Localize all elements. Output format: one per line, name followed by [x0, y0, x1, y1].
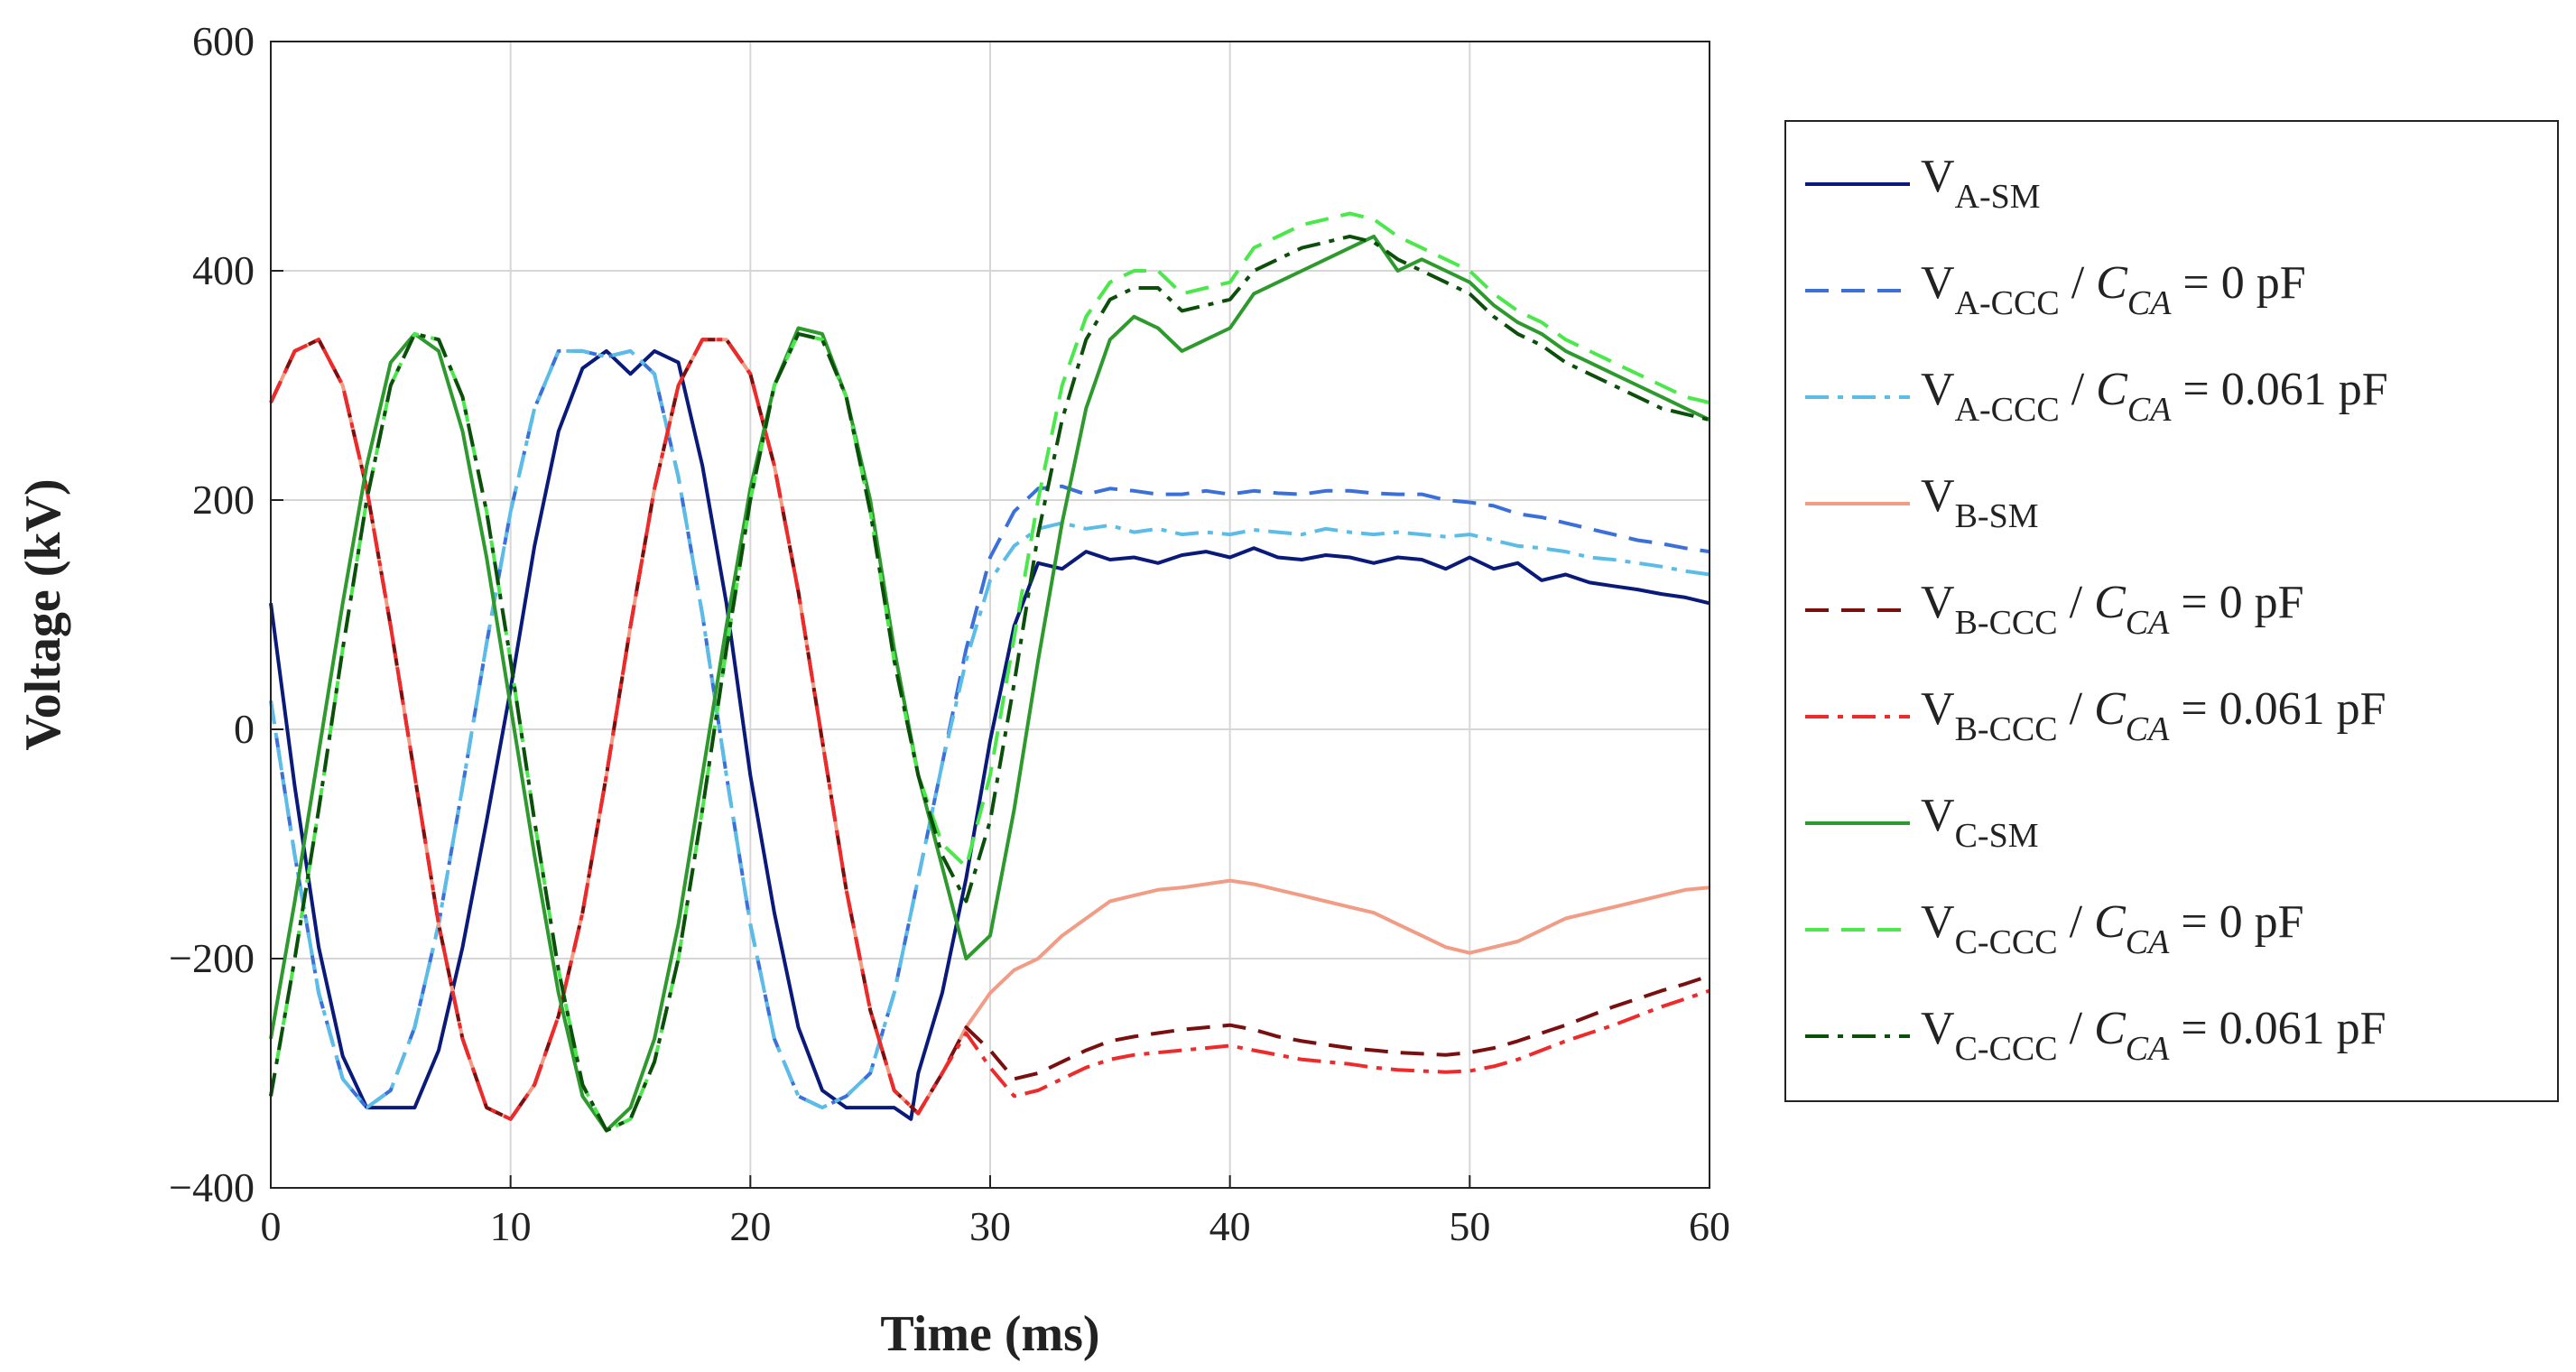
x-tick-label: 0	[261, 1203, 282, 1249]
x-tick-label: 10	[490, 1203, 532, 1249]
y-tick-label: 600	[192, 18, 255, 64]
legend-label-C-SM: VC-SM	[1921, 790, 2038, 855]
y-tick-label: −200	[169, 935, 255, 981]
x-tick-label: 60	[1689, 1203, 1730, 1249]
x-axis-ticks: 0 10 20 30 40 50 60	[261, 1175, 1730, 1249]
y-axis-ticks: −400 −200 0 200 400 600	[169, 18, 283, 1210]
y-tick-label: −400	[169, 1164, 255, 1210]
series-layer	[269, 211, 1710, 1133]
series-line-C-SM	[269, 234, 1710, 1133]
legend-label-A-CCC061: VA-CCC / CCA = 0.061 pF	[1921, 364, 2388, 429]
x-tick-label: 20	[729, 1203, 771, 1249]
legend-label-B-SM: VB-SM	[1921, 470, 2038, 535]
series-line-B-CCC061	[269, 338, 1710, 1121]
legend-label-B-CCC0: VB-CCC / CCA = 0 pF	[1921, 577, 2304, 642]
x-tick-label: 40	[1209, 1203, 1251, 1249]
y-tick-label: 400	[192, 247, 255, 293]
series-line-A-CCC061	[269, 348, 1710, 1110]
legend-label-A-SM: VA-SM	[1921, 151, 2041, 216]
legend: VA-SM VA-CCC / CCA = 0 pF VA-CCC / CCA = 0…	[1784, 120, 2559, 1102]
x-axis-title: Time (ms)	[880, 1306, 1099, 1362]
series-line-A-SM	[269, 348, 1710, 1121]
grid-lines	[270, 41, 1710, 1189]
y-axis-title: Voltage (kV)	[15, 478, 71, 750]
y-tick-label: 200	[192, 477, 255, 523]
series-line-A-CCC0	[269, 348, 1710, 1110]
x-tick-label: 50	[1449, 1203, 1490, 1249]
series-line-C-CCC061	[269, 234, 1710, 1133]
y-tick-label: 0	[234, 706, 255, 752]
legend-box	[1784, 120, 2559, 1102]
legend-label-C-CCC0: VC-CCC / CCA = 0 pF	[1921, 896, 2304, 961]
legend-label-B-CCC061: VB-CCC / CCA = 0.061 pF	[1921, 683, 2386, 748]
legend-label-C-CCC061: VC-CCC / CCA = 0.061 pF	[1921, 1003, 2386, 1068]
x-tick-label: 30	[969, 1203, 1011, 1249]
legend-label-A-CCC0: VA-CCC / CCA = 0 pF	[1921, 257, 2306, 322]
